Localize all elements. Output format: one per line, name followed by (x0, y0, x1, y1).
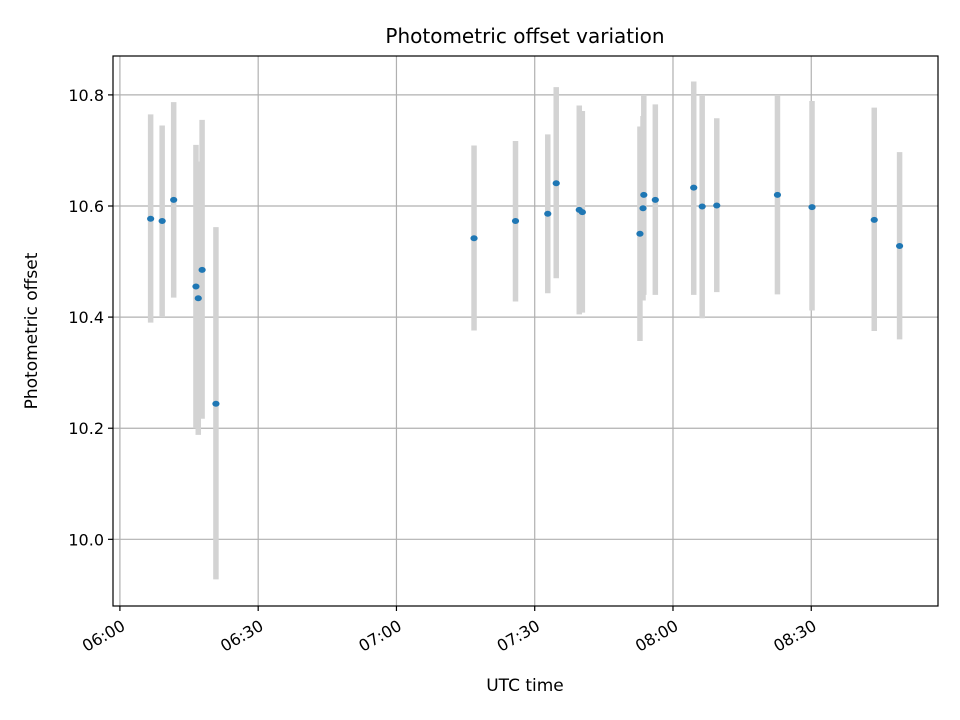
error-bars (147, 81, 903, 580)
data-point (147, 215, 155, 222)
data-point (170, 196, 178, 203)
x-axis-label: UTC time (486, 676, 564, 696)
data-point (808, 204, 816, 211)
data-point (192, 283, 200, 290)
y-tick-label: 10.0 (68, 530, 104, 549)
data-point (870, 216, 878, 223)
data-point (773, 191, 782, 198)
y-axis-label: Photometric offset (22, 252, 42, 409)
data-point (636, 230, 644, 237)
data-point (698, 203, 706, 210)
data-point (212, 400, 220, 407)
data-point (713, 202, 721, 209)
plot-frame (112, 55, 939, 607)
data-points (147, 180, 904, 407)
data-point (578, 209, 586, 216)
data-point (895, 243, 904, 249)
data-point (544, 210, 552, 217)
data-point (158, 218, 166, 224)
data-point (690, 184, 698, 191)
data-point (640, 191, 648, 198)
x-tick-label: 08:30 (770, 616, 819, 656)
data-point (194, 295, 202, 302)
data-point (470, 235, 478, 242)
data-point (198, 266, 206, 273)
y-tick-label: 10.6 (68, 197, 104, 216)
x-tick-label: 07:00 (355, 616, 404, 656)
y-tick-label: 10.4 (68, 308, 104, 327)
x-tick-label: 06:00 (79, 616, 128, 656)
x-tick-label: 07:30 (494, 616, 543, 656)
y-tick-label: 10.8 (68, 86, 104, 105)
x-tick-label: 08:00 (632, 616, 681, 656)
y-tick-label: 10.2 (68, 419, 104, 438)
data-point (511, 218, 520, 224)
data-point (651, 196, 659, 203)
chart-title: Photometric offset variation (385, 24, 664, 48)
data-point (639, 205, 647, 212)
axis-ticks: 06:00 06:30 07:00 07:30 08:00 08:30 10.0 10.2 10… (68, 86, 819, 656)
data-point (552, 180, 560, 187)
x-tick-label: 06:30 (217, 616, 266, 656)
